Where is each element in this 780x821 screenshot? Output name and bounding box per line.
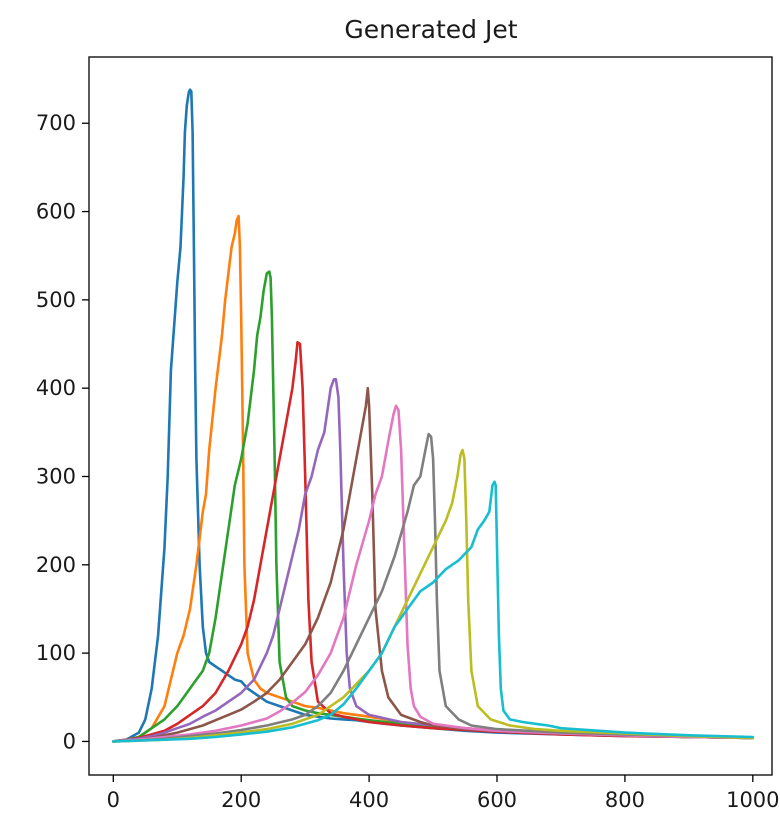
- x-tick-label: 400: [349, 788, 389, 812]
- y-tick-label: 300: [36, 464, 76, 488]
- y-tick-label: 200: [36, 553, 76, 577]
- series-line-10: [112, 480, 755, 743]
- series-line-7: [112, 404, 755, 743]
- x-tick-label: 800: [605, 788, 645, 812]
- series-line-5: [112, 378, 755, 743]
- x-tick-label: 200: [221, 788, 261, 812]
- y-tick-label: 500: [36, 288, 76, 312]
- axis-layer: 0 200 400 600 800 1000 0 100 200 300 400 500 600 700: [36, 111, 780, 812]
- x-tick-label: 1000: [726, 788, 779, 812]
- series-line-4: [112, 341, 755, 743]
- chart-title: Generated Jet: [344, 15, 517, 44]
- series-line-8: [112, 432, 755, 743]
- y-tick-label: 700: [36, 111, 76, 135]
- series-line-3: [112, 270, 755, 743]
- y-tick-label: 400: [36, 376, 76, 400]
- plot-frame: [88, 56, 773, 776]
- series-line-9: [112, 448, 755, 743]
- series-line-1: [112, 88, 755, 743]
- y-tick-label: 0: [63, 729, 76, 753]
- x-tick-label: 0: [107, 788, 120, 812]
- series-line-6: [112, 386, 755, 743]
- series-layer: [112, 88, 755, 743]
- y-tick-label: 100: [36, 641, 76, 665]
- x-tick-label: 600: [477, 788, 517, 812]
- y-tick-label: 600: [36, 200, 76, 224]
